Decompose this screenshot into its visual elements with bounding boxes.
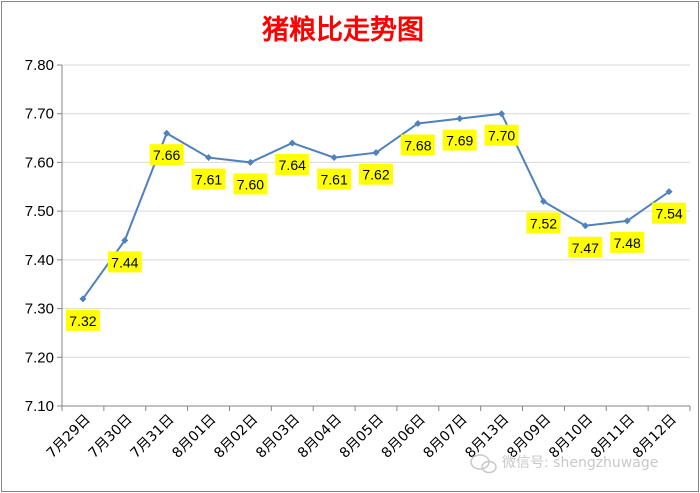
x-tick-label: 8月04日 [295,412,345,462]
data-point [414,119,422,127]
data-label-background [652,202,687,224]
data-label-text: 7.44 [111,254,138,270]
data-label-background [526,212,561,234]
y-tick-label: 7.80 [25,57,54,74]
data-label-background [610,231,645,253]
data-label: 7.70 [484,124,519,146]
data-point [205,154,213,162]
y-tick-label: 7.60 [25,154,54,171]
y-axis-ticks: 7.10 7.20 7.30 7.40 7.50 7.60 7.70 7.80 [25,57,54,415]
data-label-background [275,153,310,175]
data-label-background [442,129,477,151]
data-label: 7.32 [65,309,100,331]
x-tick-label: 7月29日 [44,412,94,462]
data-point [498,110,506,118]
y-tick-label: 7.50 [25,203,54,220]
data-label-text: 7.47 [572,240,599,256]
data-point [665,188,673,196]
chart-title: 猪粮比走势图 [262,14,424,46]
y-tick-label: 7.40 [25,252,54,269]
data-label-text: 7.54 [655,206,682,222]
data-label-text: 7.70 [488,128,515,144]
gridlines [62,64,690,358]
data-label-text: 7.60 [237,176,264,192]
data-label-text: 7.52 [530,215,557,231]
data-point [539,197,547,205]
data-label: 7.54 [652,202,687,224]
data-label: 7.66 [149,144,184,166]
data-label: 7.44 [107,251,142,273]
data-label-text: 7.66 [153,147,180,163]
data-label: 7.48 [610,231,645,253]
x-tick-label: 8月03日 [253,412,303,462]
y-tick-label: 7.70 [25,106,54,123]
data-label-background [359,163,393,185]
data-label: 7.61 [317,168,352,190]
data-label: 7.61 [191,168,226,190]
x-tick-label: 8月06日 [379,412,429,462]
x-tick-label: 8月01日 [169,412,219,462]
data-label-background [568,236,603,258]
watermark-text: 微信号: shengzhuwage [502,455,658,471]
data-point [246,158,254,166]
x-tick-label: 8月07日 [421,412,471,462]
data-label: 7.60 [233,173,268,195]
data-label-background [317,168,352,190]
data-point [79,295,87,303]
data-label-background [65,309,100,331]
data-label-text: 7.61 [321,172,348,188]
data-point [288,139,296,147]
data-point [623,217,631,225]
wechat-icon [470,454,497,474]
data-point [372,149,380,157]
x-tick-label: 7月31日 [127,412,177,462]
data-point [581,222,589,230]
data-point [121,236,129,244]
data-label: 7.62 [359,163,393,185]
data-point [163,129,171,137]
data-label: 7.52 [526,212,561,234]
data-point [456,115,464,123]
data-label: 7.64 [275,153,310,175]
data-label-background [400,134,435,156]
x-tick-label: 8月05日 [337,412,387,462]
data-label-text: 7.61 [195,172,222,188]
data-label-background [484,124,519,146]
y-tick-label: 7.10 [25,398,54,415]
data-label: 7.68 [400,134,435,156]
data-label-text: 7.48 [614,235,641,251]
data-label-background [107,251,142,273]
data-label-background [191,168,226,190]
y-tick-label: 7.20 [25,349,54,366]
data-label-background [233,173,268,195]
data-label: 7.47 [568,236,603,258]
data-label-text: 7.62 [362,167,389,183]
data-label-text: 7.68 [404,137,431,153]
x-tick-label: 8月02日 [211,412,261,462]
axes [57,64,691,411]
data-points [79,110,673,303]
series-line [82,112,670,300]
data-labels: 7.32 7.44 7.66 7.61 7.60 7.64 7.61 7.62 7.68 7.69… [65,124,687,331]
data-label-text: 7.64 [279,157,306,173]
data-label-text: 7.69 [446,133,473,149]
y-tick-label: 7.30 [25,301,54,318]
data-point [330,154,338,162]
watermark: 微信号: shengzhuwage [470,454,658,474]
data-label-background [149,144,184,166]
x-tick-label: 7月30日 [86,412,136,462]
data-label: 7.69 [442,129,477,151]
data-label-text: 7.32 [69,313,96,329]
